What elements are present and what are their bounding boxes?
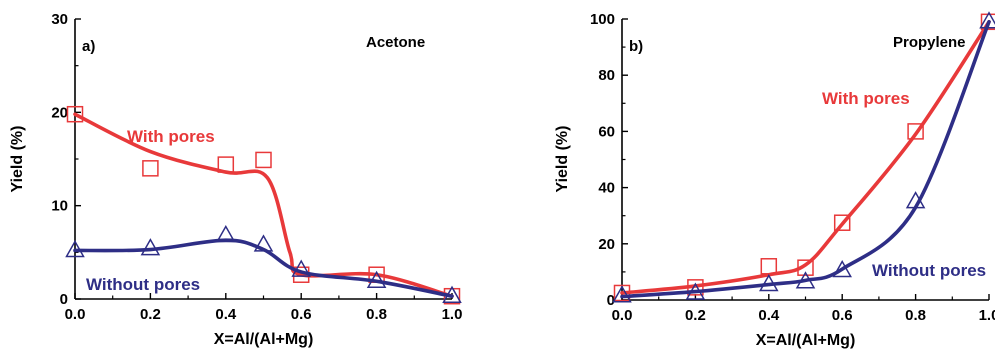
y-axis-label: Yield (%) bbox=[554, 126, 571, 193]
panel-label: a) bbox=[82, 38, 95, 55]
without-pores-point bbox=[253, 234, 274, 252]
panel-a-chart: 0.0 0.2 0.4 0.6 0.8 1.0 0 10 20 30 X=Al/(Al+Mg) Yie… bbox=[9, 11, 462, 348]
x-tick-label: 0.2 bbox=[685, 307, 706, 324]
without-pores-point bbox=[979, 11, 995, 29]
y-tick-label: 100 bbox=[590, 11, 615, 28]
without-pores-fit-line bbox=[620, 20, 991, 299]
with-pores-point bbox=[66, 105, 84, 123]
x-tick-label: 0.4 bbox=[758, 307, 780, 324]
without-pores-point bbox=[216, 225, 236, 243]
x-tick-label: 0.8 bbox=[366, 306, 387, 323]
with-pores-point bbox=[217, 156, 235, 173]
y-axis-label: Yield (%) bbox=[9, 126, 26, 193]
x-tick-label: 1.0 bbox=[442, 306, 463, 323]
y-tick-label: 10 bbox=[51, 198, 68, 215]
with-pores-label: With pores bbox=[127, 127, 215, 146]
panel-label: b) bbox=[629, 38, 643, 55]
x-tick-label: 0.4 bbox=[215, 306, 237, 323]
y-tick-label: 40 bbox=[598, 180, 615, 197]
y-tick-label: 30 bbox=[51, 11, 68, 28]
without-pores-fit-line bbox=[73, 238, 454, 298]
without-pores-label: Without pores bbox=[872, 261, 986, 280]
with-pores-label: With pores bbox=[822, 89, 910, 108]
without-pores-point bbox=[442, 285, 462, 303]
compound-annotation: Propylene bbox=[893, 34, 966, 51]
x-tick-label: 0.0 bbox=[612, 307, 633, 324]
without-pores-label: Without pores bbox=[86, 275, 200, 294]
with-pores-fit-line bbox=[73, 112, 454, 298]
without-pores-point bbox=[140, 238, 161, 256]
compound-annotation: Acetone bbox=[366, 34, 425, 51]
x-tick-label: 0.2 bbox=[140, 306, 161, 323]
x-axis-label: X=Al/(Al+Mg) bbox=[756, 332, 856, 349]
y-tick-label: 0 bbox=[60, 291, 68, 308]
with-pores-point bbox=[907, 123, 924, 140]
x-tick-label: 0.0 bbox=[65, 306, 86, 323]
without-pores-point bbox=[905, 191, 926, 209]
x-axis-label: X=Al/(Al+Mg) bbox=[214, 331, 314, 348]
without-pores-point bbox=[65, 239, 85, 258]
y-tick-label: 80 bbox=[598, 67, 615, 84]
with-pores-point bbox=[797, 259, 814, 276]
without-pores-point bbox=[366, 270, 387, 289]
y-tick-label: 20 bbox=[598, 236, 615, 253]
with-pores-point bbox=[833, 214, 851, 231]
without-pores-point bbox=[759, 274, 779, 292]
with-pores-point bbox=[687, 279, 704, 296]
x-tick-label: 1.0 bbox=[979, 307, 995, 324]
with-pores-point bbox=[255, 151, 272, 169]
without-pores-point bbox=[795, 271, 816, 289]
panel-b-chart: 0.0 0.2 0.4 0.6 0.8 1.0 0 20 40 60 80 100 X=Al/(Al+M… bbox=[554, 11, 995, 349]
y-tick-label: 0 bbox=[607, 292, 615, 309]
without-pores-point bbox=[612, 285, 632, 303]
without-pores-point bbox=[291, 259, 311, 277]
without-pores-point bbox=[685, 282, 706, 300]
y-tick-label: 20 bbox=[51, 104, 68, 121]
x-tick-label: 0.6 bbox=[291, 306, 312, 323]
without-pores-point bbox=[832, 259, 852, 278]
with-pores-point bbox=[760, 258, 778, 275]
with-pores-fit-line bbox=[620, 20, 991, 295]
x-tick-label: 0.6 bbox=[832, 307, 853, 324]
x-tick-label: 0.8 bbox=[905, 307, 926, 324]
with-pores-point bbox=[142, 160, 159, 177]
y-tick-label: 60 bbox=[598, 123, 615, 140]
